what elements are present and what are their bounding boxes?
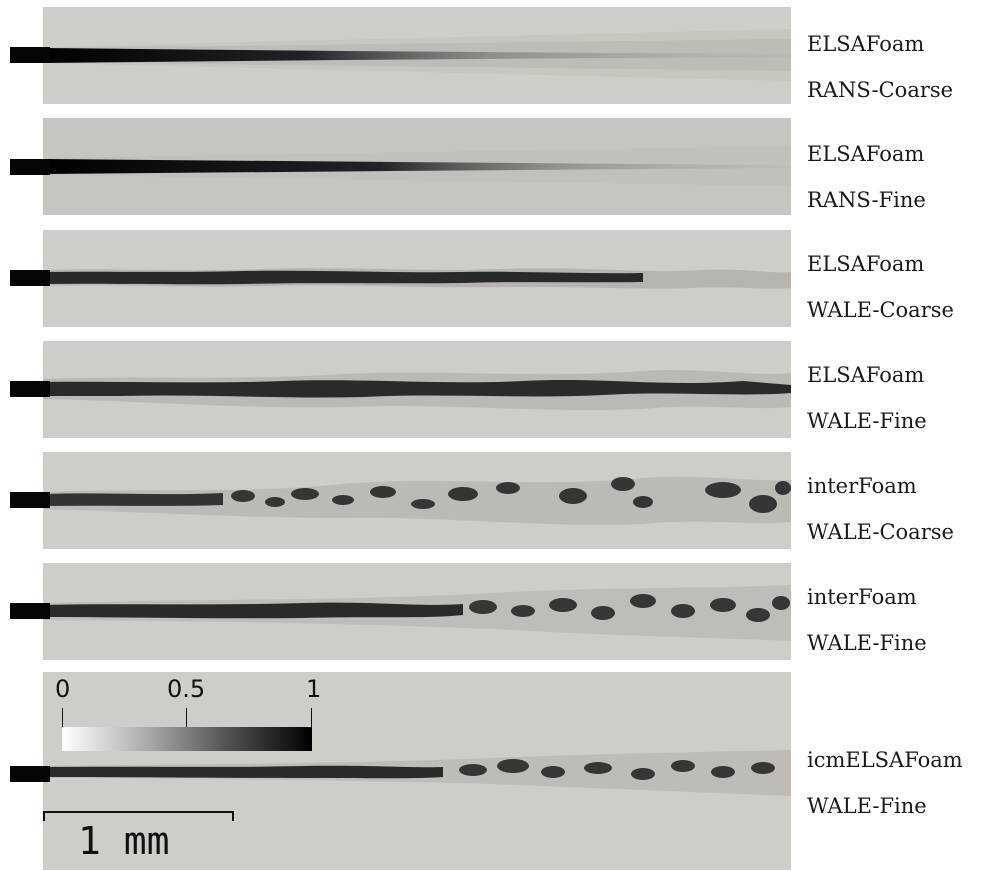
panel-6-model: WALE-Fine — [807, 631, 927, 655]
panel-4-solver: ELSAFoam — [807, 363, 925, 387]
nozzle-2 — [10, 159, 50, 175]
jet-field-interfoam-fine — [43, 585, 791, 641]
colorbar-tick-min — [62, 708, 63, 730]
nozzle-3 — [10, 270, 50, 286]
colorbar-gradient — [62, 727, 312, 751]
panel-7-model: WALE-Fine — [807, 794, 927, 818]
panel-5-solver: interFoam — [807, 474, 917, 498]
panel-1-model: RANS-Coarse — [807, 78, 954, 102]
jet-field-interfoam-coarse — [43, 476, 791, 525]
scale-bar — [43, 811, 233, 813]
simulation-panel-2 — [43, 118, 791, 215]
scale-bar-left-tick — [43, 811, 45, 821]
jet-field-wale-fine — [43, 370, 791, 410]
nozzle-7 — [10, 766, 50, 782]
simulation-panel-4 — [43, 341, 791, 438]
simulation-panel-3 — [43, 230, 791, 327]
panel-2-solver: ELSAFoam — [807, 142, 925, 166]
jet-field-rans-coarse — [43, 29, 791, 81]
nozzle-6 — [10, 603, 50, 619]
simulation-panel-1 — [43, 7, 791, 104]
nozzle-5 — [10, 492, 50, 508]
panel-1-solver: ELSAFoam — [807, 32, 925, 56]
scale-bar-right-tick — [232, 811, 234, 821]
jet-field-icmelsafoam-fine — [43, 750, 791, 796]
colorbar-max-label: 1 — [306, 675, 322, 703]
panel-2-model: RANS-Fine — [807, 188, 926, 212]
colorbar-mid-label: 0.5 — [167, 675, 206, 703]
scale-bar-label: 1 mm — [78, 819, 170, 863]
panel-7-solver: icmELSAFoam — [807, 748, 963, 772]
nozzle-1 — [10, 47, 50, 63]
jet-field-rans-fine — [43, 146, 791, 186]
jet-field-wale-coarse — [43, 268, 791, 289]
nozzle-4 — [10, 381, 50, 397]
simulation-panel-5 — [43, 452, 791, 549]
panel-3-model: WALE-Coarse — [807, 298, 954, 322]
colorbar-min-label: 0 — [55, 675, 71, 703]
panel-3-solver: ELSAFoam — [807, 252, 925, 276]
colorbar-tick-max — [311, 708, 312, 730]
panel-4-model: WALE-Fine — [807, 409, 927, 433]
panel-5-model: WALE-Coarse — [807, 520, 954, 544]
simulation-panel-7 — [43, 672, 791, 870]
simulation-panel-6 — [43, 563, 791, 660]
colorbar-tick-mid — [186, 708, 187, 730]
panel-6-solver: interFoam — [807, 585, 917, 609]
